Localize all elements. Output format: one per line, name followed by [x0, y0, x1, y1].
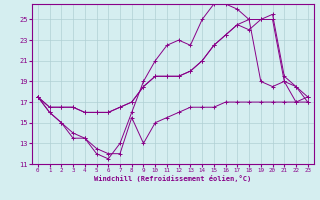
X-axis label: Windchill (Refroidissement éolien,°C): Windchill (Refroidissement éolien,°C)	[94, 175, 252, 182]
